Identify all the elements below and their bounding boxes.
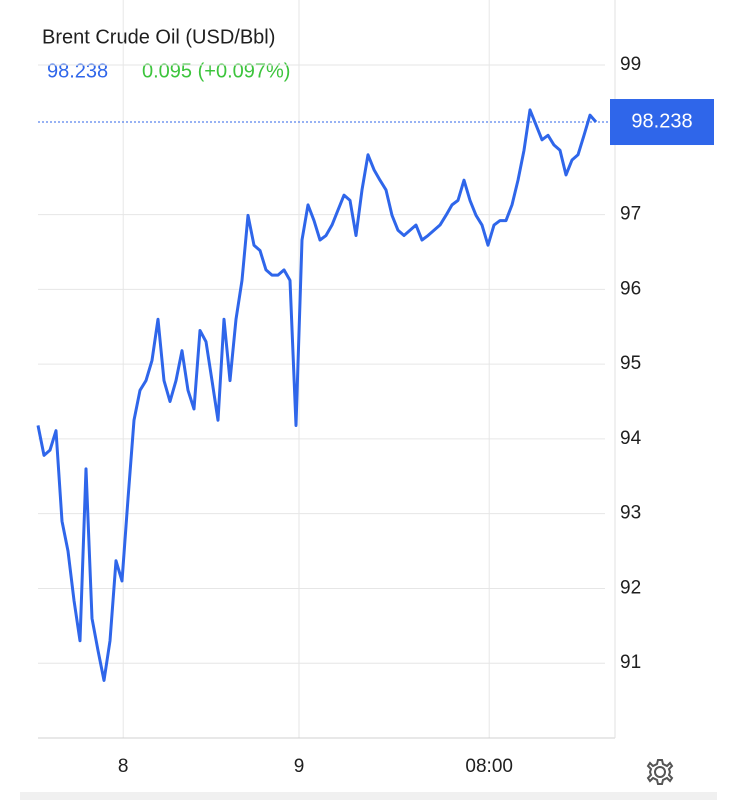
y-tick-label: 94 <box>620 428 642 449</box>
chart-title: Brent Crude Oil (USD/Bbl) <box>42 26 275 48</box>
x-tick-label: 08:00 <box>465 756 513 777</box>
last-price-tag <box>610 99 714 146</box>
x-tick-label: 9 <box>294 756 305 777</box>
y-tick-label: 91 <box>620 652 641 673</box>
y-tick-label: 96 <box>620 278 641 299</box>
price-change: 0.095 (+0.097%) <box>142 60 290 82</box>
y-tick-label: 92 <box>620 577 641 598</box>
y-tick-label: 99 <box>620 54 641 75</box>
price-line <box>36 108 598 682</box>
settings-icon[interactable] <box>646 759 674 785</box>
x-tick-label: 8 <box>118 756 129 777</box>
y-tick-label: 97 <box>620 204 641 225</box>
bottom-bar <box>20 792 717 800</box>
last-price: 98.238 <box>47 60 108 82</box>
y-tick-label: 93 <box>620 503 641 524</box>
plot: 91 92 93 94 95 96 97 99 8 9 08:00 98.238 <box>36 0 714 777</box>
y-tick-label: 95 <box>620 353 641 374</box>
last-price-tag-label: 98.238 <box>631 110 692 132</box>
